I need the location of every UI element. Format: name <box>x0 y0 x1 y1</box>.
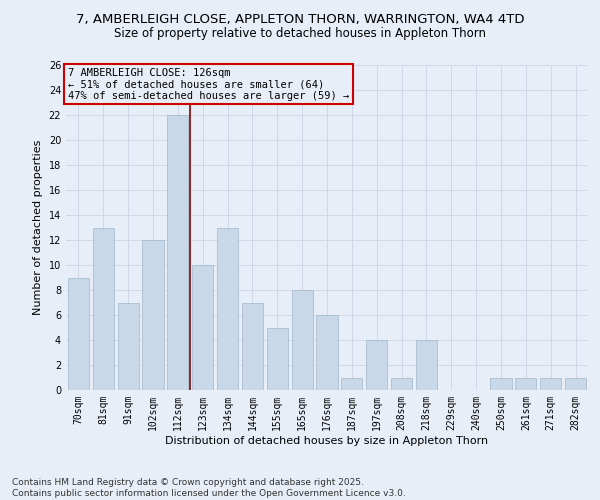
Bar <box>217 228 238 390</box>
X-axis label: Distribution of detached houses by size in Appleton Thorn: Distribution of detached houses by size … <box>166 436 488 446</box>
Bar <box>142 240 164 390</box>
Bar <box>490 378 512 390</box>
Bar <box>167 115 188 390</box>
Bar <box>341 378 362 390</box>
Text: Size of property relative to detached houses in Appleton Thorn: Size of property relative to detached ho… <box>114 28 486 40</box>
Bar <box>68 278 89 390</box>
Bar <box>267 328 288 390</box>
Bar <box>118 302 139 390</box>
Bar <box>93 228 114 390</box>
Bar <box>515 378 536 390</box>
Bar <box>242 302 263 390</box>
Bar <box>292 290 313 390</box>
Text: 7, AMBERLEIGH CLOSE, APPLETON THORN, WARRINGTON, WA4 4TD: 7, AMBERLEIGH CLOSE, APPLETON THORN, WAR… <box>76 12 524 26</box>
Text: Contains HM Land Registry data © Crown copyright and database right 2025.
Contai: Contains HM Land Registry data © Crown c… <box>12 478 406 498</box>
Bar <box>316 315 338 390</box>
Bar <box>366 340 387 390</box>
Text: 7 AMBERLEIGH CLOSE: 126sqm
← 51% of detached houses are smaller (64)
47% of semi: 7 AMBERLEIGH CLOSE: 126sqm ← 51% of deta… <box>68 68 349 100</box>
Bar <box>540 378 561 390</box>
Bar <box>565 378 586 390</box>
Bar <box>416 340 437 390</box>
Bar <box>192 265 213 390</box>
Y-axis label: Number of detached properties: Number of detached properties <box>33 140 43 315</box>
Bar <box>391 378 412 390</box>
